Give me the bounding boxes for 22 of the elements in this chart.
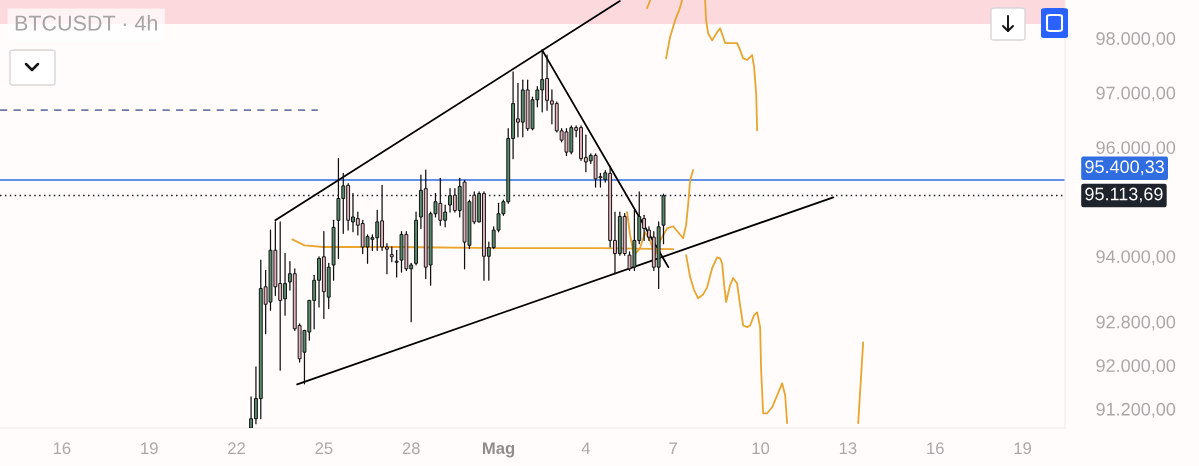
ref-line-label: 95.113,69 (1085, 187, 1163, 203)
text: BTCUSDT · 4h (15, 14, 157, 31)
x-tick-label: 10 (752, 442, 770, 455)
ref-line-label: 95.400,33 (1085, 160, 1164, 176)
y-tick-label: 92.800,00 (1096, 315, 1176, 331)
x-tick-label: 16 (927, 442, 944, 455)
x-tick-label: 19 (141, 442, 158, 455)
y-tick-label: 98.000,00 (1096, 32, 1176, 48)
y-tick-label: 97.000,00 (1096, 86, 1176, 102)
x-tick-label: 4 (581, 442, 591, 454)
y-tick-label: 92.000,00 (1096, 359, 1176, 375)
y-tick-label: 94.000,00 (1096, 250, 1176, 266)
x-tick-label: 7 (669, 442, 677, 454)
y-tick-label: 91.200,00 (1096, 402, 1176, 418)
x-tick-label: 22 (228, 442, 245, 454)
y-tick-label: 96.000,00 (1096, 141, 1176, 157)
x-tick-label: 13 (839, 442, 857, 455)
x-tick-label: Mag (482, 442, 515, 458)
x-tick-label: 28 (402, 442, 420, 455)
x-tick-label: 19 (1014, 442, 1032, 455)
x-tick-label: 25 (315, 442, 333, 455)
x-tick-label: 16 (53, 442, 71, 455)
